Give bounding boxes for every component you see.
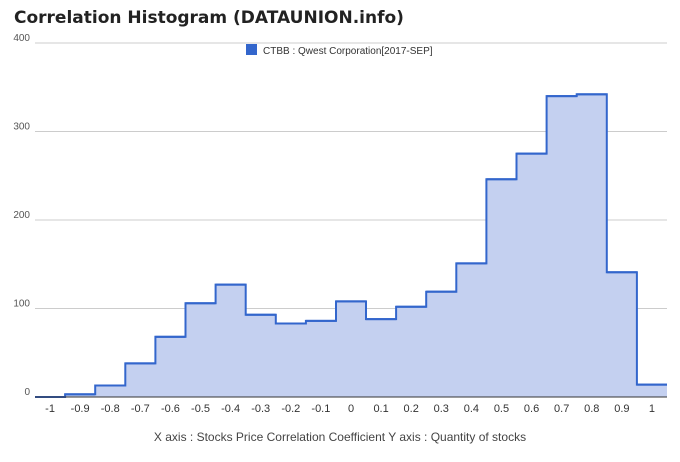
x-tick-label: -0.5	[191, 403, 210, 415]
x-tick-label: 0.7	[554, 403, 569, 415]
x-tick-label: 0	[348, 403, 354, 415]
y-tick-label: 400	[13, 33, 30, 44]
x-tick-label: 0.1	[373, 403, 388, 415]
chart-title: Correlation Histogram (DATAUNION.info)	[14, 8, 404, 28]
y-tick-label: 300	[13, 122, 30, 133]
x-tick-label: 0.2	[404, 403, 419, 415]
histogram-fill	[35, 94, 667, 398]
x-tick-label: -0.1	[311, 403, 330, 415]
x-tick-label: 0.5	[494, 403, 509, 415]
x-tick-label: 0.3	[434, 403, 449, 415]
x-tick-labels: -1 -0.9 -0.8 -0.7 -0.6 -0.5 -0.4 -0.3 -0.2 -0.1 0 0…	[45, 403, 655, 415]
legend-swatch	[246, 44, 257, 55]
x-tick-label: -0.2	[281, 403, 300, 415]
x-tick-label: -0.6	[161, 403, 180, 415]
x-tick-label: 0.4	[464, 403, 479, 415]
x-tick-label: -0.9	[71, 403, 90, 415]
y-tick-label: 200	[13, 210, 30, 221]
x-tick-label: 0.9	[614, 403, 629, 415]
y-tick-label: 100	[13, 299, 30, 310]
x-tick-label: 0.6	[524, 403, 539, 415]
axis-caption: X axis : Stocks Price Correlation Coeffi…	[153, 430, 527, 444]
legend-label: CTBB : Qwest Corporation[2017-SEP]	[263, 46, 433, 57]
x-tick-label: -0.3	[251, 403, 270, 415]
histogram-area	[35, 93, 667, 398]
x-tick-label: -1	[45, 403, 55, 415]
x-tick-label: -0.8	[101, 403, 120, 415]
x-tick-label: 1	[649, 403, 655, 415]
y-tick-label: 0	[24, 387, 30, 398]
x-tick-label: -0.4	[221, 403, 240, 415]
x-tick-label: 0.8	[584, 403, 599, 415]
legend: CTBB : Qwest Corporation[2017-SEP]	[246, 44, 433, 57]
x-tick-label: -0.7	[131, 403, 150, 415]
y-tick-labels: 0 100 200 300 400	[13, 33, 30, 398]
